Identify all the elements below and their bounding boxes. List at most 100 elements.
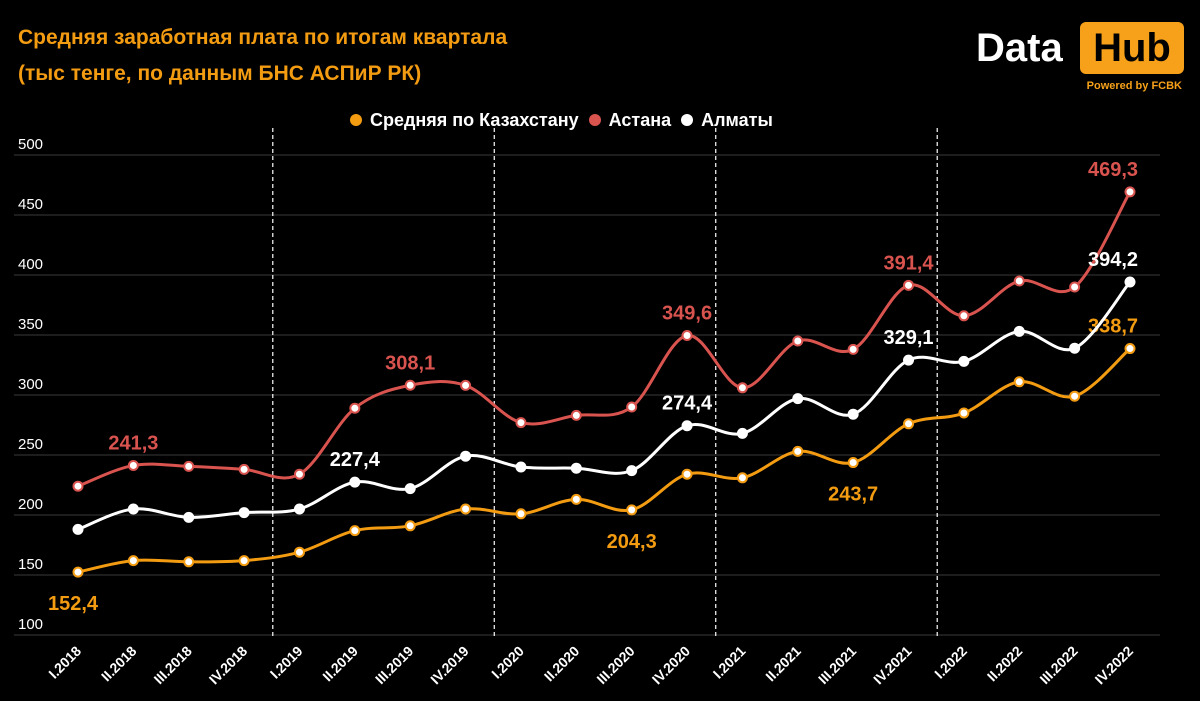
x-tick-label: IV.2019 xyxy=(427,643,472,688)
x-tick-label: I.2022 xyxy=(931,643,970,682)
logo-word-hub: Hub xyxy=(1080,22,1184,74)
data-label-almaty: 227,4 xyxy=(330,449,381,471)
x-tick-label: IV.2022 xyxy=(1092,643,1137,688)
data-point-astana xyxy=(958,310,970,322)
y-tick-label: 200 xyxy=(18,496,43,513)
data-label-almaty: 394,2 xyxy=(1088,249,1138,271)
data-label-kazakhstan: 204,3 xyxy=(607,531,657,553)
data-point-almaty xyxy=(460,450,472,462)
data-point-almaty xyxy=(183,511,195,523)
x-tick-label: III.2018 xyxy=(151,643,195,687)
data-label-astana: 469,3 xyxy=(1088,159,1138,181)
data-point-astana xyxy=(570,409,582,421)
data-point-almaty xyxy=(626,465,638,477)
data-point-almaty xyxy=(1069,342,1081,354)
data-point-astana xyxy=(792,335,804,347)
data-point-astana xyxy=(1124,186,1136,198)
data-point-astana xyxy=(127,459,139,471)
data-point-astana xyxy=(349,402,361,414)
data-point-almaty xyxy=(1124,276,1136,288)
data-point-kazakhstan xyxy=(736,472,748,484)
x-tick-label: IV.2021 xyxy=(870,643,915,688)
chart-subtitle: (тыс тенге, по данным БНС АСПиР РК) xyxy=(18,62,422,85)
data-point-astana xyxy=(736,382,748,394)
x-tick-label: II.2020 xyxy=(541,643,583,685)
data-point-almaty xyxy=(404,483,416,495)
x-tick-label: II.2022 xyxy=(984,643,1026,685)
y-tick-label: 150 xyxy=(18,556,43,573)
data-point-astana xyxy=(1069,281,1081,293)
legend-label-kazakhstan: Средняя по Казахстану xyxy=(370,109,579,130)
legend-item-almaty: Алматы xyxy=(681,110,773,131)
y-tick-label: 250 xyxy=(18,436,43,453)
chart-title: Средняя заработная плата по итогам кварт… xyxy=(18,20,507,92)
data-point-astana xyxy=(183,460,195,472)
data-point-kazakhstan xyxy=(515,508,527,520)
y-tick-label: 500 xyxy=(18,136,43,153)
data-point-kazakhstan xyxy=(183,556,195,568)
data-label-astana: 349,6 xyxy=(662,302,712,324)
data-point-astana xyxy=(460,379,472,391)
data-point-astana xyxy=(903,279,915,291)
legend-item-kazakhstan: Средняя по Казахстану xyxy=(350,110,579,131)
x-tick-label: IV.2018 xyxy=(206,643,251,688)
data-point-almaty xyxy=(681,420,693,432)
legend-dot-astana xyxy=(588,114,601,126)
data-point-almaty xyxy=(736,427,748,439)
data-point-astana xyxy=(293,468,305,480)
data-point-almaty xyxy=(1013,325,1025,337)
x-tick-label: II.2018 xyxy=(98,643,140,685)
data-point-astana xyxy=(626,401,638,413)
data-point-almaty xyxy=(515,461,527,473)
data-label-kazakhstan: 243,7 xyxy=(828,484,878,506)
x-tick-label: I.2019 xyxy=(267,643,306,682)
data-point-almaty xyxy=(349,476,361,488)
y-tick-label: 100 xyxy=(18,616,43,633)
data-point-kazakhstan xyxy=(72,566,84,578)
data-point-almaty xyxy=(903,354,915,366)
series-line-almaty xyxy=(77,280,1132,531)
data-point-kazakhstan xyxy=(903,418,915,430)
x-tick-label: II.2019 xyxy=(319,643,361,685)
data-point-kazakhstan xyxy=(847,457,859,469)
data-point-astana xyxy=(404,379,416,391)
data-point-kazakhstan xyxy=(570,493,582,505)
x-tick-label: III.2020 xyxy=(593,643,637,687)
data-label-astana: 308,1 xyxy=(385,352,435,374)
data-label-kazakhstan: 338,7 xyxy=(1088,316,1138,338)
logo-tagline: Powered by FCBK xyxy=(1086,80,1182,92)
x-tick-label: I.2021 xyxy=(710,643,749,682)
chart-legend: Средняя по Казахстану Астана Алматы xyxy=(350,108,783,132)
legend-item-astana: Астана xyxy=(588,109,672,131)
data-point-almaty xyxy=(293,503,305,515)
x-tick-label: III.2021 xyxy=(815,643,859,687)
data-point-kazakhstan xyxy=(681,468,693,480)
data-point-kazakhstan xyxy=(626,504,638,516)
data-point-kazakhstan xyxy=(1124,343,1136,355)
data-point-kazakhstan xyxy=(792,445,804,457)
data-point-kazakhstan xyxy=(127,555,139,567)
data-point-kazakhstan xyxy=(238,555,250,567)
data-label-astana: 241,3 xyxy=(108,432,158,454)
data-point-kazakhstan xyxy=(1069,390,1081,402)
data-label-astana: 391,4 xyxy=(883,252,934,274)
data-point-almaty xyxy=(847,408,859,420)
data-label-kazakhstan: 152,4 xyxy=(48,593,99,615)
series-line-astana xyxy=(77,191,1132,488)
legend-label-astana: Астана xyxy=(608,109,672,130)
y-tick-label: 400 xyxy=(18,256,43,273)
data-point-astana xyxy=(72,480,84,492)
data-point-almaty xyxy=(958,355,970,367)
data-point-kazakhstan xyxy=(293,546,305,558)
datahub-logo: Data Hub Powered by FCBK xyxy=(968,20,1186,100)
y-tick-label: 450 xyxy=(18,196,43,213)
data-point-astana xyxy=(681,329,693,341)
data-point-almaty xyxy=(792,393,804,405)
x-tick-label: IV.2020 xyxy=(649,643,694,688)
x-tick-label: II.2021 xyxy=(762,643,804,685)
data-point-almaty xyxy=(238,507,250,519)
x-tick-label: III.2019 xyxy=(372,643,416,687)
data-point-astana xyxy=(515,417,527,429)
data-point-almaty xyxy=(72,523,84,535)
